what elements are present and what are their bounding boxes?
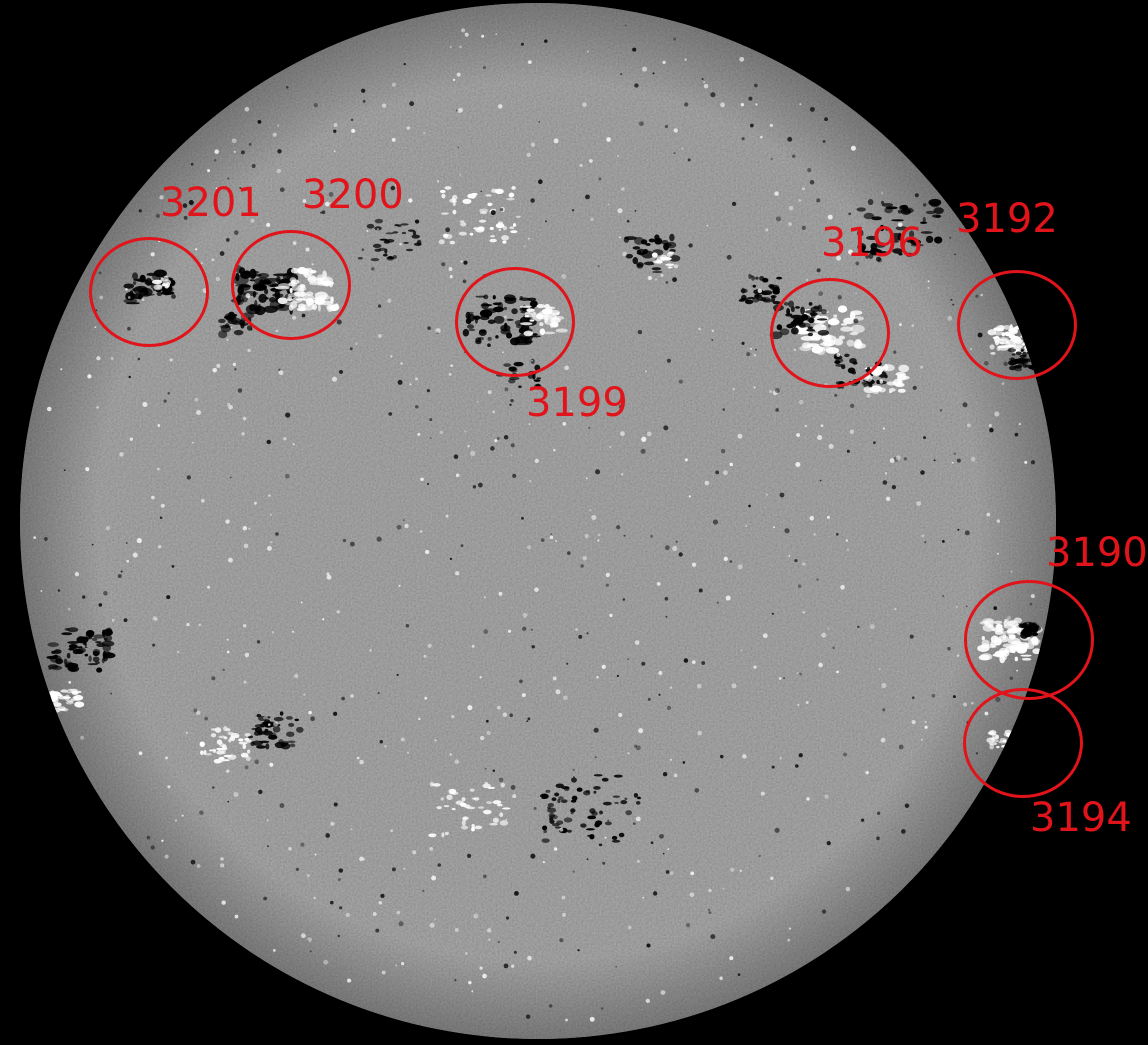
region-3190-label: 3190 [1046,530,1148,576]
region-3200-label: 3200 [302,172,404,218]
region-3196-label: 3196 [821,220,923,266]
region-3196-circle [770,278,890,388]
region-3199-label: 3199 [526,380,628,426]
region-3201-label: 3201 [160,180,262,226]
region-3190-circle [964,580,1094,700]
region-3199-circle [455,267,575,377]
region-3194-label: 3194 [1030,795,1132,841]
region-3192-label: 3192 [956,196,1058,242]
region-3192-circle [957,270,1077,380]
region-3200-circle [231,230,351,340]
region-3194-circle [963,688,1083,798]
region-3201-circle [89,237,209,347]
